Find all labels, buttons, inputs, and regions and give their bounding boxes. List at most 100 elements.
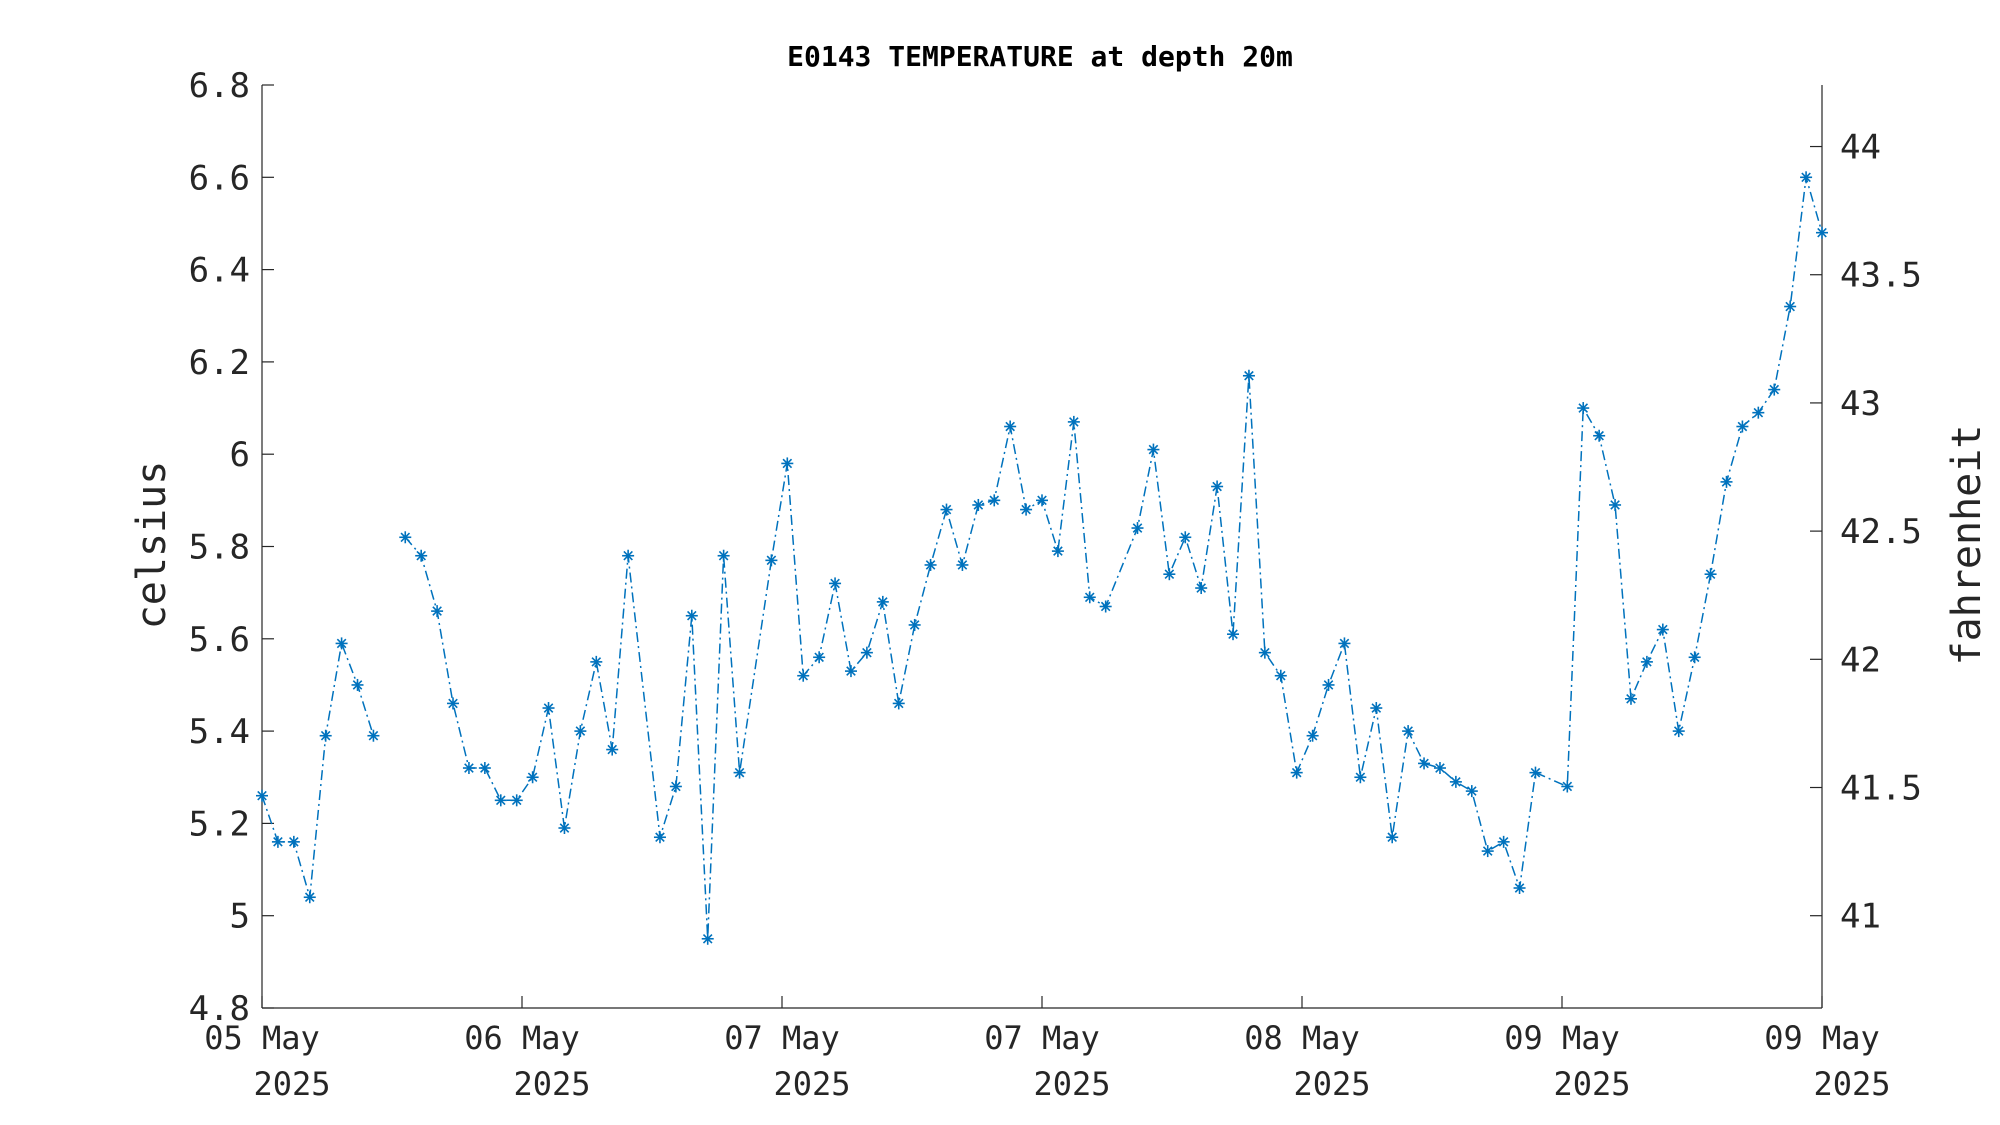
data-point [829, 577, 842, 590]
data-point [1004, 420, 1017, 433]
data-point [271, 835, 284, 848]
data-point [1672, 725, 1685, 738]
data-point [1211, 480, 1224, 493]
data-point [574, 725, 587, 738]
data-point [622, 549, 635, 562]
data-point [669, 780, 682, 793]
data-point [478, 762, 491, 775]
data-point [1497, 835, 1510, 848]
data-point [1370, 702, 1383, 715]
data-point [1067, 415, 1080, 428]
data-point [988, 494, 1001, 507]
y2-axis-label: fahrenheit [1944, 425, 1990, 666]
data-point [653, 831, 666, 844]
data-point [685, 609, 698, 622]
data-point [1720, 475, 1733, 488]
y-tick-label: 5.6 [189, 620, 250, 660]
data-point [1131, 522, 1144, 535]
data-point [892, 697, 905, 710]
data-point [1338, 637, 1351, 650]
data-point [765, 554, 778, 567]
data-point [717, 549, 730, 562]
y-tick-label: 6 [230, 435, 250, 475]
y2-tick-label: 41.5 [1840, 769, 1922, 809]
y-axis-ticks: 4.8 5 5.2 5.4 5.6 5.8 6 6.2 6.4 6.6 6.8 [189, 66, 274, 1029]
data-point [1688, 651, 1701, 664]
data-point [1465, 785, 1478, 798]
data-point [956, 558, 969, 571]
data-point [1242, 369, 1255, 382]
y2-axis-ticks: 41 41.5 42 42.5 43 43.5 44 [1810, 128, 1922, 937]
x-tick-label-day: 09 May [1504, 1019, 1620, 1057]
data-point [526, 771, 539, 784]
y2-tick-label: 43 [1840, 384, 1881, 424]
y2-tick-label: 42.5 [1840, 512, 1922, 552]
data-point [1593, 429, 1606, 442]
x-tick-label-year: 2025 [1813, 1065, 1890, 1103]
data-point [1227, 628, 1240, 641]
data-point [1354, 771, 1367, 784]
data-point [558, 822, 571, 835]
series-line-segment [404, 177, 1823, 939]
x-tick-label-year: 2025 [253, 1065, 330, 1103]
data-point [1624, 692, 1637, 705]
y-axis-label: celsius [129, 461, 175, 630]
data-point [1609, 498, 1622, 511]
data-point [335, 637, 348, 650]
data-point [1258, 646, 1271, 659]
x-tick-label-day: 07 May [984, 1019, 1100, 1057]
data-point [1083, 591, 1096, 604]
data-point [415, 549, 428, 562]
data-point [1529, 766, 1542, 779]
data-point [1768, 383, 1781, 396]
x-tick-label-year: 2025 [1033, 1065, 1110, 1103]
series-line-segment [261, 640, 375, 898]
data-point [256, 789, 268, 802]
x-tick-label-day: 05 May [204, 1019, 320, 1057]
x-axis-ticks: 05 May 2025 06 May 2025 07 May 2025 07 May 2025… [204, 996, 1891, 1103]
data-point [1704, 568, 1717, 581]
x-tick-label-day: 07 May [724, 1019, 840, 1057]
data-point [399, 531, 412, 544]
data-point [1784, 300, 1797, 313]
data-point [1099, 600, 1112, 613]
data-point [1163, 568, 1176, 581]
data-point [1147, 443, 1160, 456]
data-point [701, 932, 714, 945]
y-tick-label: 5.4 [189, 712, 250, 752]
data-point [1640, 655, 1653, 668]
data-point [351, 678, 364, 691]
data-point [1274, 669, 1287, 682]
data-point [1561, 780, 1574, 793]
data-point [1577, 402, 1590, 415]
data-point [813, 651, 826, 664]
axes [261, 85, 1823, 1009]
data-point [1800, 171, 1813, 184]
data-point [590, 655, 603, 668]
data-point [876, 595, 889, 608]
y2-tick-label: 42 [1840, 640, 1881, 680]
data-point [1020, 503, 1033, 516]
y-tick-label: 5.2 [189, 804, 250, 844]
data-point [1322, 678, 1335, 691]
data-point [1418, 757, 1431, 770]
series-temperature [256, 171, 1828, 945]
data-point [1752, 406, 1765, 419]
data-point [1513, 882, 1526, 895]
data-point [319, 729, 332, 742]
data-point [606, 743, 619, 756]
data-point [797, 669, 810, 682]
data-point [781, 457, 794, 470]
y-tick-label: 6.2 [189, 343, 250, 383]
data-point [510, 794, 523, 807]
data-point [367, 729, 380, 742]
x-tick-label-year: 2025 [513, 1065, 590, 1103]
x-tick-label-day: 08 May [1244, 1019, 1360, 1057]
data-point [940, 503, 953, 516]
x-tick-label-day: 09 May [1764, 1019, 1880, 1057]
data-point [1179, 531, 1192, 544]
data-point [924, 558, 937, 571]
y-tick-label: 6.6 [189, 158, 250, 198]
data-point [287, 835, 300, 848]
